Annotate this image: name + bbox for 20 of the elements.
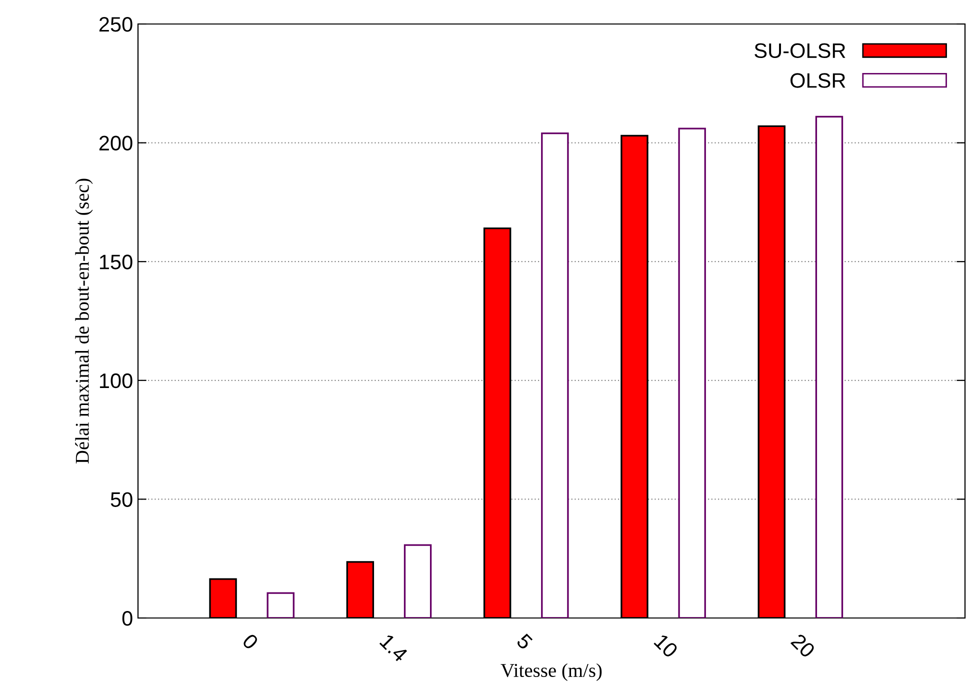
- bar: [815, 116, 844, 618]
- y-tick-label: 100: [100, 373, 132, 388]
- y-tick-label: 50: [110, 492, 132, 507]
- x-tick-label: 1.4: [379, 634, 408, 663]
- bar: [678, 128, 706, 618]
- x-tick-label: 20: [790, 633, 816, 659]
- y-tick-label: 150: [100, 254, 132, 270]
- bar: [404, 544, 432, 618]
- bar: [266, 592, 294, 618]
- y-axis-title: Délai maximal de bout-en-bout (sec): [75, 178, 93, 464]
- legend-label: SU-OLSR: [754, 43, 846, 58]
- x-tick-label: 0: [242, 632, 260, 650]
- y-tick-label: 200: [99, 136, 132, 151]
- x-tick-label: 5: [516, 633, 534, 650]
- y-tick-label: 250: [99, 17, 132, 32]
- bar: [541, 132, 569, 618]
- x-axis-title: Vitesse (m/s): [500, 663, 602, 681]
- legend-label: OLSR: [790, 73, 846, 88]
- x-tick-label: 10: [654, 633, 679, 659]
- y-tick-label: 0: [122, 611, 132, 626]
